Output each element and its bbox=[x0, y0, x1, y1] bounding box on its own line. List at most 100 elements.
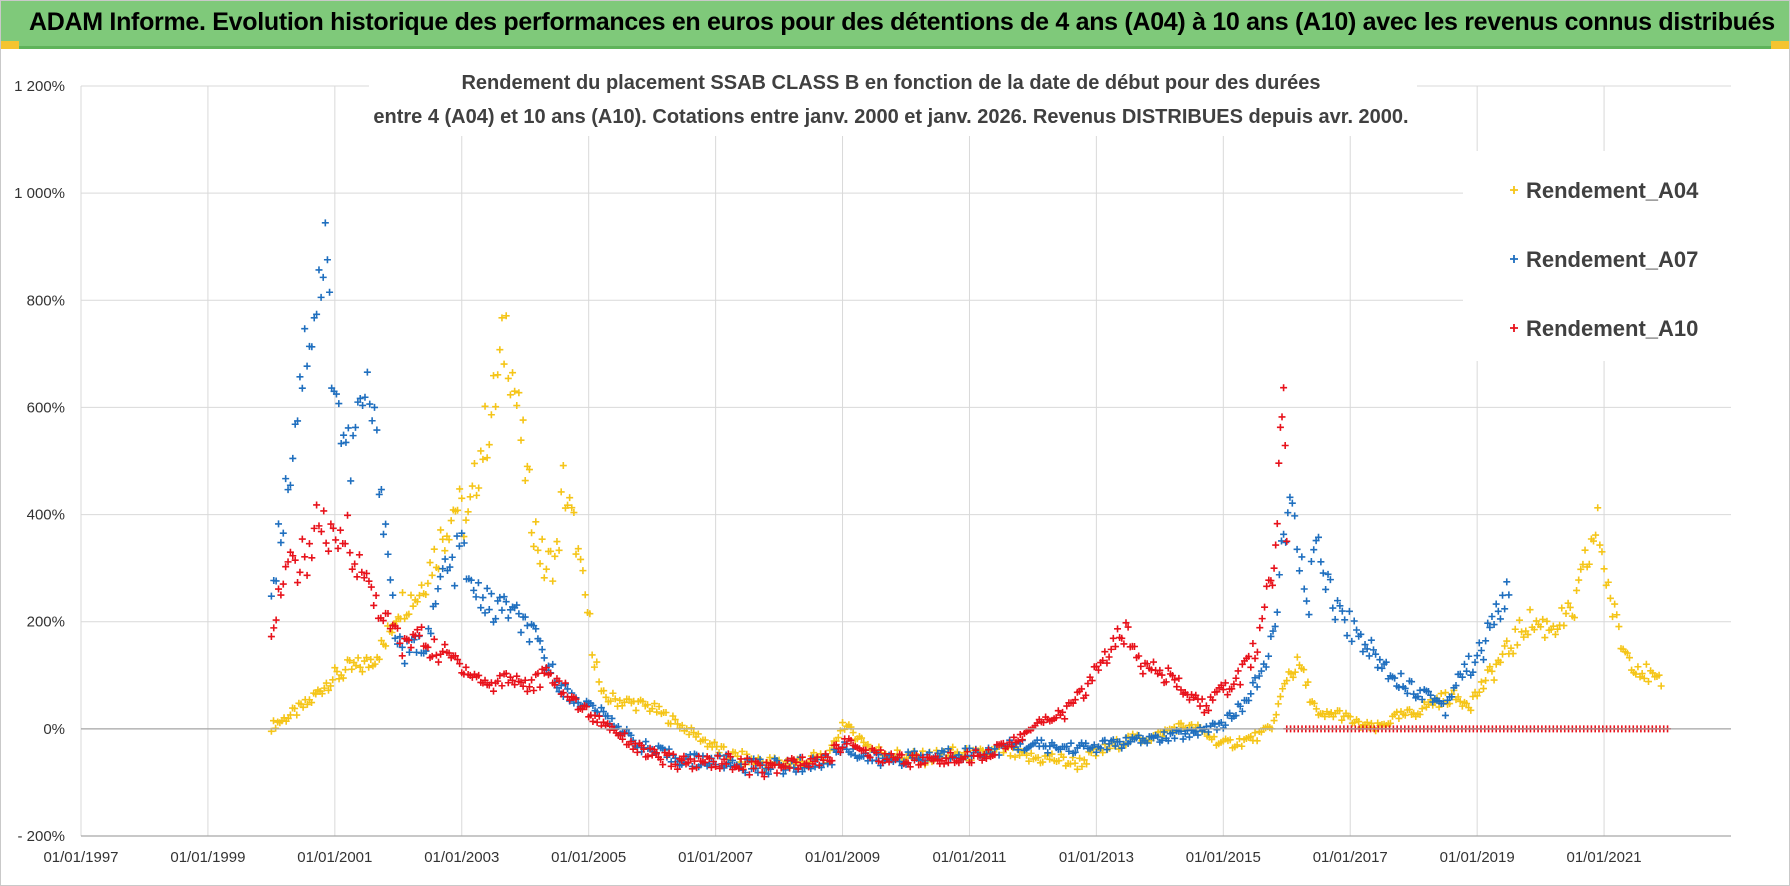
data-point bbox=[574, 545, 582, 553]
data-point bbox=[1492, 660, 1500, 668]
data-point bbox=[1169, 672, 1177, 680]
data-point bbox=[341, 666, 349, 674]
data-point bbox=[1253, 737, 1261, 745]
data-point bbox=[758, 768, 766, 776]
data-point bbox=[1175, 674, 1183, 682]
data-point bbox=[1454, 693, 1462, 701]
data-point bbox=[335, 400, 343, 408]
data-point bbox=[511, 681, 519, 689]
data-point bbox=[1408, 678, 1416, 686]
data-point bbox=[1511, 625, 1519, 633]
data-point bbox=[773, 769, 781, 777]
data-point bbox=[1160, 728, 1168, 736]
data-point bbox=[694, 730, 702, 738]
data-point bbox=[467, 576, 475, 584]
banner-corner-right bbox=[1771, 41, 1789, 49]
data-point bbox=[765, 763, 772, 771]
data-point bbox=[898, 751, 906, 759]
banner-title: ADAM Informe. Evolution historique des p… bbox=[29, 8, 1775, 36]
data-point bbox=[1275, 459, 1283, 467]
legend-label: Rendement_A04 bbox=[1526, 178, 1699, 203]
data-point bbox=[1657, 682, 1665, 690]
data-point bbox=[437, 526, 445, 534]
data-point bbox=[1298, 553, 1306, 561]
gridlines bbox=[80, 85, 1731, 837]
data-point bbox=[671, 760, 679, 768]
data-point bbox=[722, 760, 730, 768]
data-point bbox=[1338, 716, 1346, 724]
data-point bbox=[1008, 742, 1016, 750]
data-point bbox=[360, 657, 368, 665]
data-point bbox=[999, 739, 1007, 747]
data-point bbox=[578, 705, 586, 713]
data-point bbox=[1268, 581, 1276, 589]
data-point bbox=[353, 573, 361, 581]
data-point bbox=[291, 704, 299, 712]
data-point bbox=[1082, 691, 1090, 699]
data-point bbox=[910, 756, 918, 764]
data-point bbox=[1014, 737, 1022, 745]
data-point bbox=[820, 756, 827, 764]
data-point bbox=[559, 462, 567, 470]
data-point bbox=[536, 560, 544, 568]
data-point bbox=[1092, 748, 1100, 756]
data-point bbox=[1283, 537, 1291, 545]
data-point bbox=[1520, 633, 1528, 641]
data-point bbox=[1221, 679, 1229, 687]
data-point bbox=[409, 602, 417, 610]
data-point bbox=[1532, 617, 1540, 625]
data-point bbox=[1101, 648, 1109, 656]
data-point bbox=[1315, 533, 1322, 541]
data-point bbox=[1541, 634, 1549, 642]
data-point bbox=[1103, 746, 1111, 754]
data-point bbox=[1063, 743, 1071, 751]
data-point bbox=[1111, 742, 1119, 750]
data-point bbox=[1475, 688, 1483, 696]
data-point bbox=[432, 600, 440, 608]
data-point bbox=[1258, 615, 1266, 623]
data-point bbox=[1080, 756, 1088, 764]
data-point bbox=[716, 764, 724, 772]
data-point bbox=[662, 709, 670, 717]
data-point bbox=[743, 754, 751, 762]
data-point bbox=[1198, 695, 1206, 703]
data-point bbox=[714, 752, 722, 760]
data-point bbox=[456, 660, 464, 668]
data-point bbox=[1558, 604, 1566, 612]
data-point bbox=[401, 615, 409, 623]
data-point bbox=[422, 591, 430, 599]
data-point bbox=[296, 568, 304, 576]
data-point bbox=[517, 436, 525, 444]
data-point bbox=[441, 547, 449, 555]
data-point bbox=[363, 368, 371, 376]
data-point bbox=[1645, 678, 1652, 686]
data-point bbox=[1232, 674, 1240, 682]
data-point bbox=[396, 633, 404, 641]
data-point bbox=[430, 635, 438, 643]
data-point bbox=[607, 697, 615, 705]
data-point bbox=[1615, 623, 1623, 631]
data-point bbox=[1071, 748, 1079, 756]
data-point bbox=[502, 598, 510, 606]
data-point bbox=[688, 765, 696, 773]
data-point bbox=[551, 681, 559, 689]
data-point bbox=[1122, 734, 1130, 742]
data-point bbox=[346, 549, 354, 557]
data-point bbox=[418, 581, 426, 589]
data-point bbox=[1101, 736, 1109, 744]
data-point bbox=[1150, 658, 1157, 666]
data-point bbox=[303, 571, 311, 579]
data-point bbox=[447, 517, 455, 525]
legend-item: Rendement_A04 bbox=[1510, 178, 1699, 203]
data-point bbox=[1052, 714, 1060, 722]
data-point bbox=[659, 761, 667, 769]
data-point bbox=[528, 676, 536, 684]
data-point bbox=[695, 752, 703, 760]
data-point bbox=[559, 689, 567, 697]
data-point bbox=[485, 606, 493, 614]
data-point bbox=[1284, 509, 1292, 517]
data-point bbox=[553, 538, 561, 546]
data-point bbox=[439, 535, 447, 543]
data-point bbox=[1293, 545, 1301, 553]
